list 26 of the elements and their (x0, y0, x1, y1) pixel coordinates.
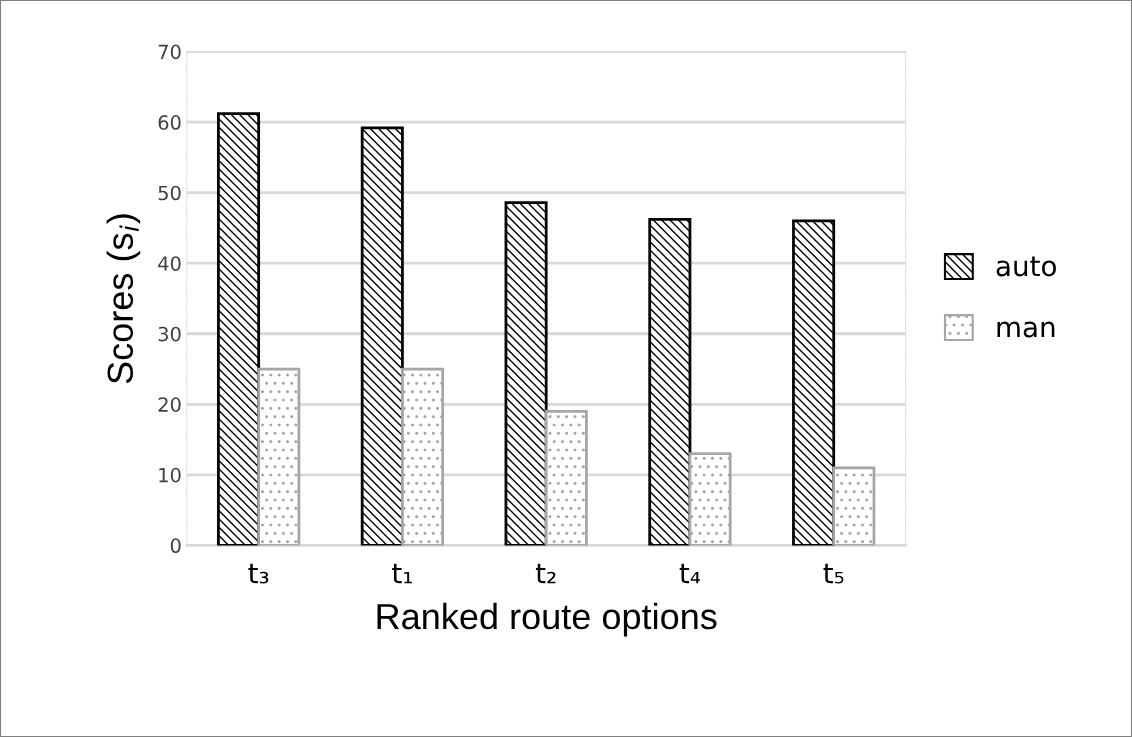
y-tick-label: 50 (158, 185, 181, 201)
bar (360, 126, 404, 546)
bar (257, 367, 301, 546)
x-tick-label: t₂ (535, 563, 556, 584)
x-tick-label: t₄ (679, 563, 701, 584)
x-axis-title: Ranked route options (377, 602, 717, 637)
legend-label: man (997, 321, 1055, 338)
bar (832, 466, 876, 546)
y-tick-label: 70 (158, 44, 181, 60)
x-tick-label: t₃ (248, 563, 269, 584)
bar (688, 452, 732, 546)
bar (504, 201, 548, 546)
y-tick-label: 30 (158, 326, 181, 342)
x-tick-label: t₁ (392, 563, 412, 584)
y-tick-label: 0 (170, 538, 181, 554)
bar (217, 112, 261, 546)
bar (401, 367, 445, 546)
y-tick-label: 20 (158, 397, 181, 412)
y-tick-label: 60 (158, 115, 181, 130)
y-tick-label: 40 (158, 256, 181, 271)
bar (792, 219, 836, 546)
legend-label: auto (996, 256, 1056, 277)
bar (544, 409, 588, 546)
y-axis-title: Scores (s$_{i}$) (106, 214, 141, 384)
x-tick-label: t₅ (823, 563, 844, 584)
y-tick-label: 10 (159, 467, 181, 483)
